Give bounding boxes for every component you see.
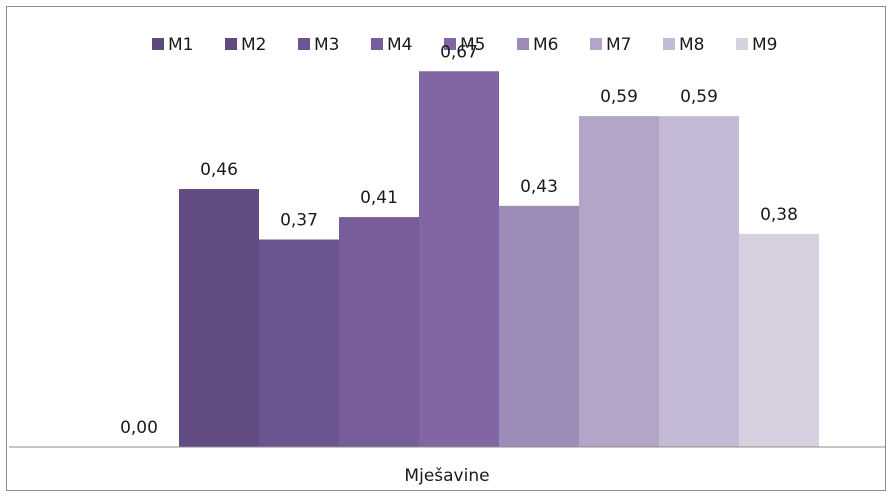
data-label-m7: 0,59 xyxy=(600,87,638,107)
legend-label-m4: M4 xyxy=(387,35,412,55)
bar-m2 xyxy=(179,189,259,447)
legend-label-m7: M7 xyxy=(606,35,631,55)
bars xyxy=(179,71,819,448)
bar-m5 xyxy=(419,71,499,447)
data-label-m9: 0,38 xyxy=(760,205,798,225)
data-label-m5: 0,67 xyxy=(440,42,478,62)
bar-m9 xyxy=(739,233,819,447)
legend-label-m3: M3 xyxy=(314,35,339,55)
legend-swatch-m7 xyxy=(590,38,602,50)
chart-frame: M1 M2 M3 M4 M5 M6 M7 M8 M9 0,00 0,46 0,37 0,41 0,67 0… xyxy=(6,6,886,491)
legend: M1 M2 M3 M4 M5 M6 M7 M8 M9 xyxy=(152,35,777,55)
data-label-m8: 0,59 xyxy=(680,87,718,107)
legend-swatch-m8 xyxy=(663,38,675,50)
bar-chart: M1 M2 M3 M4 M5 M6 M7 M8 M9 0,000,460,370,410,670… xyxy=(9,35,885,486)
bar-m7 xyxy=(579,116,659,448)
bar-m3 xyxy=(259,239,339,447)
data-label-m1: 0,00 xyxy=(120,418,158,438)
legend-swatch-m2 xyxy=(225,38,237,50)
legend-swatch-m5 xyxy=(444,38,456,50)
data-label-m4: 0,41 xyxy=(360,188,398,208)
data-labels: 0,00 0,46 0,37 0,41 0,67 0,43 0,59 0,59 0,38 xyxy=(120,42,798,438)
legend-label-m2: M2 xyxy=(241,35,266,55)
legend-swatch-m9 xyxy=(736,38,748,50)
legend-label-m6: M6 xyxy=(533,35,558,55)
legend-label-m5: M5 xyxy=(460,35,485,55)
legend-label-m9: M9 xyxy=(752,35,777,55)
x-axis-label: Mješavine xyxy=(404,466,489,486)
bar-m4 xyxy=(339,217,419,447)
legend-label-m1: M1 xyxy=(168,35,193,55)
legend-label-m8: M8 xyxy=(679,35,704,55)
bar-m6 xyxy=(499,205,579,447)
data-label-m2: 0,46 xyxy=(200,160,238,180)
bar-m8 xyxy=(659,116,739,448)
data-label-m3: 0,37 xyxy=(280,211,318,231)
legend-swatch-m3 xyxy=(298,38,310,50)
legend-swatch-m1 xyxy=(152,38,164,50)
legend-swatch-m6 xyxy=(517,38,529,50)
data-label-m6: 0,43 xyxy=(520,177,558,197)
legend-swatch-m4 xyxy=(371,38,383,50)
